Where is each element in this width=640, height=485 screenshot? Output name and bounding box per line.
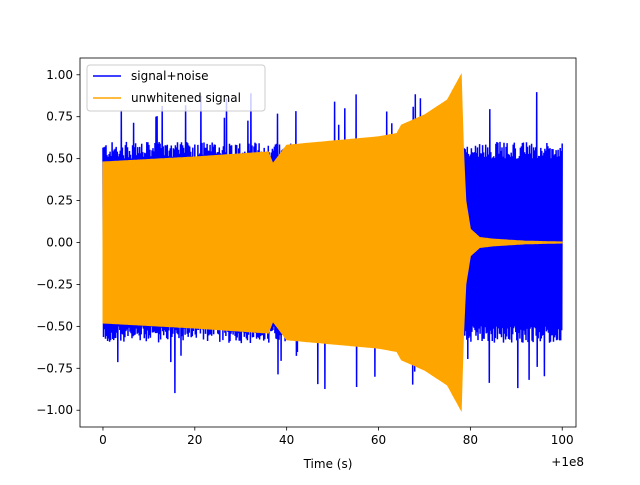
y-tick-label: 0.75	[46, 110, 73, 124]
legend: signal+noise unwhitened signal	[86, 64, 266, 112]
x-tick-label: 60	[371, 433, 386, 447]
y-tick-label: −0.75	[36, 361, 73, 375]
legend-label: unwhitened signal	[131, 91, 241, 105]
x-tick-label: 80	[463, 433, 478, 447]
x-axis: 0 20 40 60 80 100	[99, 427, 574, 447]
y-axis: −1.00 −0.75 −0.50 −0.25 0.00 0.25 0.50 0.75 1.00	[36, 68, 80, 417]
x-axis-label: Time (s)	[303, 457, 353, 471]
legend-label: signal+noise	[131, 69, 208, 83]
y-tick-label: −0.50	[36, 319, 73, 333]
y-tick-label: −1.00	[36, 403, 73, 417]
x-tick-label: 40	[279, 433, 294, 447]
x-tick-label: 20	[187, 433, 202, 447]
y-tick-label: 0.00	[46, 236, 73, 250]
y-tick-label: −0.25	[36, 277, 73, 291]
y-tick-label: 1.00	[46, 68, 73, 82]
x-axis-offset-label: +1e8	[551, 455, 584, 469]
series-unwhitened-signal-layer	[102, 73, 563, 412]
series-line-unwhitened-signal	[102, 73, 563, 412]
y-tick-label: 0.50	[46, 152, 73, 166]
x-tick-label: 0	[99, 433, 107, 447]
legend-box	[86, 64, 266, 112]
y-tick-label: 0.25	[46, 194, 73, 208]
x-tick-label: 100	[551, 433, 574, 447]
